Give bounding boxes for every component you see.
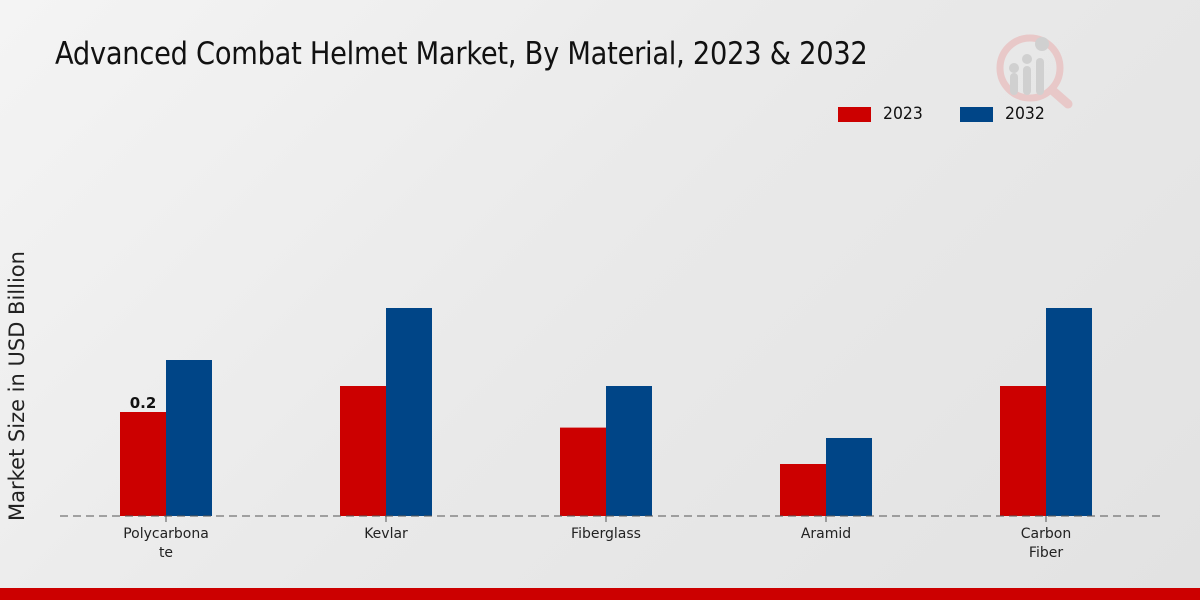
legend-label-2023: 2023 [883, 104, 923, 124]
x-tick-label: Aramid [801, 526, 851, 542]
x-tick-label: Carbon [1021, 526, 1071, 542]
bar-2023-polycarbonate[interactable] [120, 412, 166, 516]
bar-2023-kevlar[interactable] [340, 386, 386, 516]
bar-2023-fiberglass[interactable] [560, 427, 606, 516]
data-label: 0.2 [130, 394, 157, 412]
footer-accent-bar [0, 588, 1200, 600]
analytics-magnifier-logo-icon [996, 34, 1073, 109]
x-tick-label: te [159, 545, 173, 561]
x-tick-label: Polycarbona [123, 526, 209, 542]
bar-2032-fiberglass[interactable] [606, 386, 652, 516]
legend-label-2032: 2032 [1005, 104, 1046, 124]
bar-2032-polycarbonate[interactable] [166, 360, 212, 516]
legend-swatch-2032 [960, 106, 994, 122]
x-tick-label: Fiberglass [571, 526, 641, 542]
bar-2023-carbon-fiber[interactable] [1000, 386, 1046, 516]
x-tick-label: Kevlar [364, 526, 408, 542]
chart-title: Advanced Combat Helmet Market, By Materi… [55, 36, 868, 72]
x-tick-label: Fiber [1029, 545, 1063, 561]
bar-2032-carbon-fiber[interactable] [1046, 308, 1092, 516]
bar-2032-kevlar[interactable] [386, 308, 432, 516]
bar-2032-aramid[interactable] [826, 438, 872, 516]
chart-legend: 2023 2032 [838, 104, 1083, 124]
legend-swatch-2023 [838, 106, 871, 122]
bar-2023-aramid[interactable] [780, 464, 826, 516]
legend-item-2023[interactable]: 2023 [838, 104, 926, 124]
legend-item-2032[interactable]: 2032 [960, 104, 1048, 124]
